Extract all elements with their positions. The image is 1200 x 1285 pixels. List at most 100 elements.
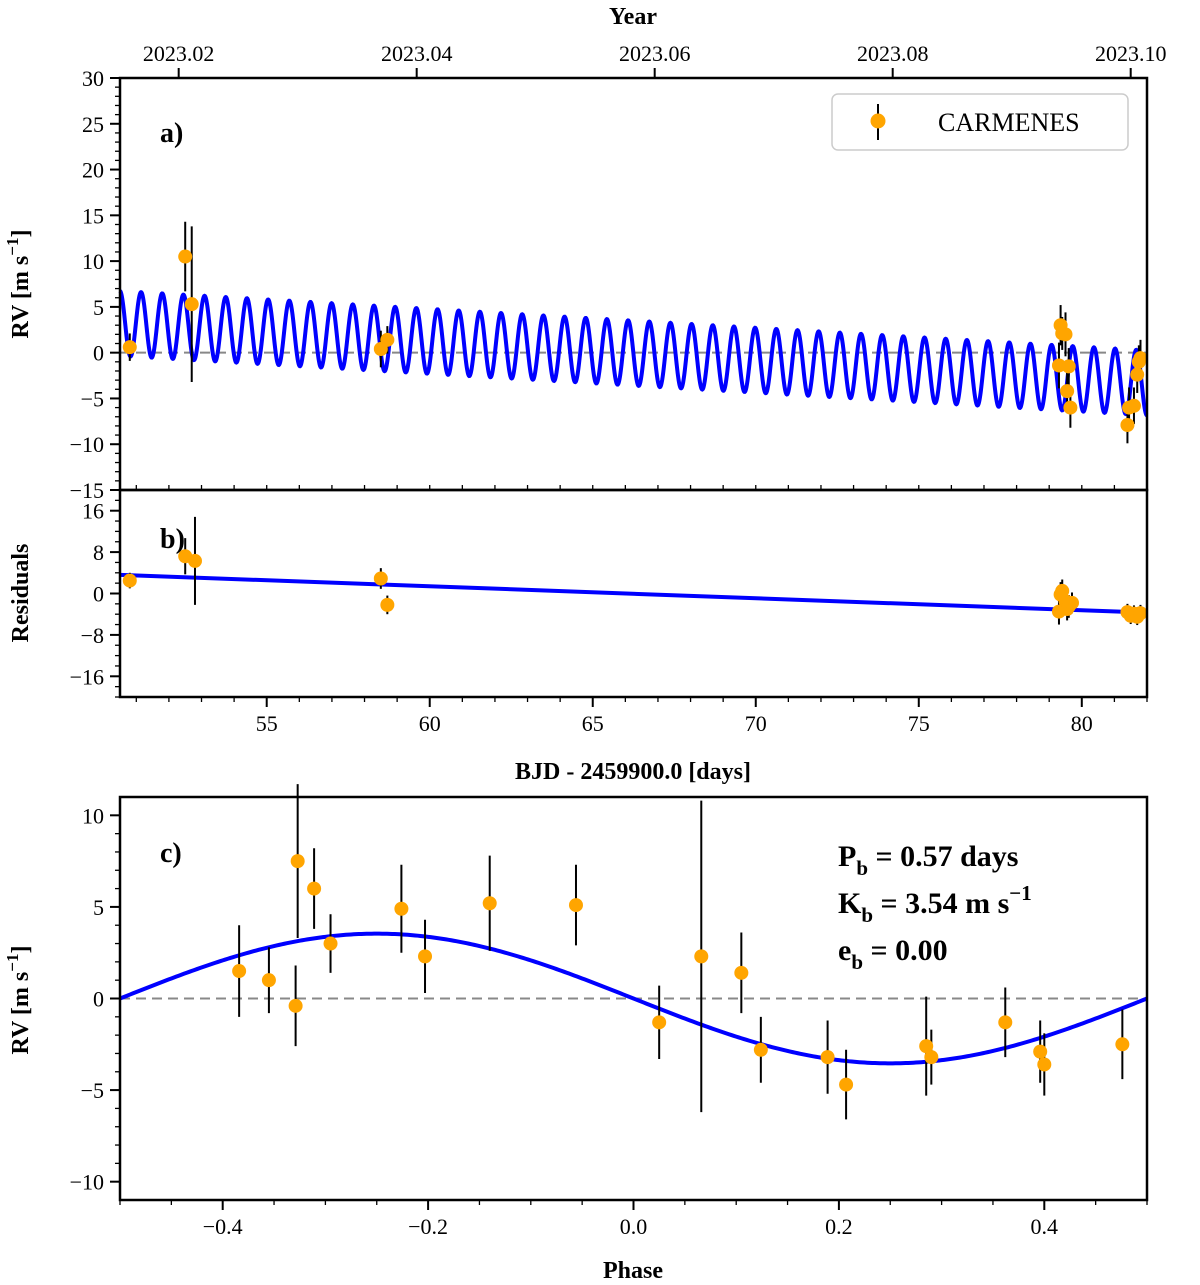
panel-c-model-curve (119, 931, 1148, 1066)
panel-c-ylabel: RV [m s−1] (3, 946, 34, 1055)
panel-b-data-point (122, 573, 137, 588)
panel-c-data-point (839, 1077, 854, 1092)
panel-c-ytick-label: 0 (93, 987, 104, 1012)
panel-c-xtick-label: 0.0 (620, 1214, 648, 1239)
panel-a-rv-time-series: 30 25 20 15 10 5 0 −5 −10 −15 2023.02 2023.04 2023.0… (3, 4, 1166, 503)
panel-a-data-point (1130, 367, 1145, 382)
panel-a-ytick-label: 25 (82, 112, 104, 137)
panel-a-model-layer (118, 289, 1149, 418)
panel-a-data-layer (122, 221, 1148, 444)
panel-a-model-curve (118, 289, 1149, 418)
panel-a-ytick-label: −10 (70, 432, 104, 457)
top-axis-tick-label: 2023.10 (1095, 41, 1167, 66)
panel-c-ytick-label: 5 (93, 895, 104, 920)
panel-c-data-point (261, 973, 276, 988)
panel-b-ytick-label: −16 (70, 664, 104, 689)
panel-b-xtick-label: 65 (582, 711, 604, 736)
panel-b-data-point (187, 553, 202, 568)
panel-a-ytick-label: 15 (82, 203, 104, 228)
top-axis-tick-label: 2023.08 (857, 41, 929, 66)
panel-a-ytick-label: −15 (70, 478, 104, 503)
panel-c-data-point (288, 998, 303, 1013)
annotation-eccentricity: eb = 0.00 (838, 934, 948, 974)
panel-a-ytick-label: −5 (81, 386, 104, 411)
panel-a-data-point (1063, 400, 1078, 415)
panel-a-ylabel: RV [m s−1] (3, 230, 34, 339)
panel-c-data-point (307, 881, 322, 896)
panel-b-xtick-label: 70 (745, 711, 767, 736)
panel-c-data-point (1115, 1037, 1130, 1052)
panel-c-data-point (919, 1039, 934, 1054)
panel-a-ytick-label: 20 (82, 158, 104, 183)
panel-c-data-point (568, 898, 583, 913)
panel-c-data-point (820, 1050, 835, 1065)
panel-c-data-point (394, 901, 409, 916)
panel-a-data-point (1120, 417, 1135, 432)
top-axis-tick-label: 2023.02 (143, 41, 215, 66)
panel-c-xtick-label: 0.2 (825, 1214, 853, 1239)
panel-a-data-point (1058, 327, 1073, 342)
annotation-period: Pb = 0.57 days (838, 840, 1018, 880)
panel-c-xtick-label: −0.4 (203, 1214, 243, 1239)
panel-a-ytick-label: 10 (82, 249, 104, 274)
panel-b-ytick-label: 16 (82, 499, 104, 524)
panel-c-data-point (232, 964, 247, 979)
panel-b-xtick-label: 80 (1071, 711, 1093, 736)
panel-b-ylabel: Residuals (8, 544, 34, 643)
legend-point-marker (870, 113, 886, 129)
panel-c-phase-folded: 10 5 0 −5 −10 −0.4 −0.2 0.0 0.2 0.4 c) RV [m s−1]… (3, 784, 1149, 1284)
panel-b-model-line (119, 572, 1148, 615)
panel-c-data-point (1033, 1044, 1048, 1059)
panel-b-model-layer (119, 572, 1148, 615)
panel-a-ytick-label: 5 (93, 295, 104, 320)
legend-box (831, 93, 1129, 151)
panel-a-data-point (380, 332, 395, 347)
top-axis-tick-label: 2023.04 (381, 41, 453, 66)
panel-c-data-point (694, 949, 709, 964)
panel-c-data-point (924, 1050, 939, 1065)
panel-b-data-point (380, 597, 395, 612)
top-axis-title: Year (609, 4, 657, 30)
panel-b-xtick-label: 75 (908, 711, 930, 736)
panel-a-data-point (1126, 398, 1141, 413)
panel-b-xtick-label: 55 (256, 711, 278, 736)
panel-b-label: b) (160, 524, 185, 555)
panel-a-data-point (1061, 359, 1076, 374)
legend-label: CARMENES (938, 108, 1080, 137)
panel-c-model-layer (119, 931, 1148, 1066)
panel-a-label: a) (160, 118, 183, 149)
panel-a-data-point (1060, 384, 1075, 399)
panel-b-data-point (1065, 595, 1080, 610)
panel-b-data-point (1133, 606, 1148, 621)
panel-b-xtick-label: 60 (419, 711, 441, 736)
panel-c-data-point (753, 1042, 768, 1057)
panel-c-data-point (998, 1015, 1013, 1030)
panel-c-xlabel: Phase (603, 1258, 663, 1284)
panel-c-data-layer (232, 784, 1130, 1120)
panel-a-data-point (1133, 351, 1148, 366)
panel-c-ytick-label: −5 (81, 1078, 104, 1103)
panel-b-ytick-label: 8 (93, 540, 104, 565)
panel-b-data-layer (122, 516, 1148, 626)
panel-a-ytick-label: 30 (82, 66, 104, 91)
panel-b-ytick-label: −8 (81, 623, 104, 648)
panel-b-data-point (373, 571, 388, 586)
panel-c-ytick-label: −10 (70, 1170, 104, 1195)
panel-c-data-point (1037, 1057, 1052, 1072)
panel-a-ytick-label: 0 (93, 341, 104, 366)
panel-a-data-point (122, 340, 137, 355)
panel-c-data-point (323, 936, 338, 951)
panel-c-xtick-label: 0.4 (1031, 1214, 1059, 1239)
legend: CARMENES (831, 93, 1129, 151)
panel-b-xlabel: BJD - 2459900.0 [days] (515, 759, 751, 785)
panel-c-label: c) (160, 838, 182, 869)
panel-c-data-point (290, 854, 305, 869)
panel-c-ytick-label: 10 (82, 803, 104, 828)
panel-b-ytick-label: 0 (93, 582, 104, 607)
top-axis-tick-label: 2023.06 (619, 41, 691, 66)
panel-c-xtick-label: −0.2 (408, 1214, 448, 1239)
panel-a-data-point (178, 249, 193, 264)
